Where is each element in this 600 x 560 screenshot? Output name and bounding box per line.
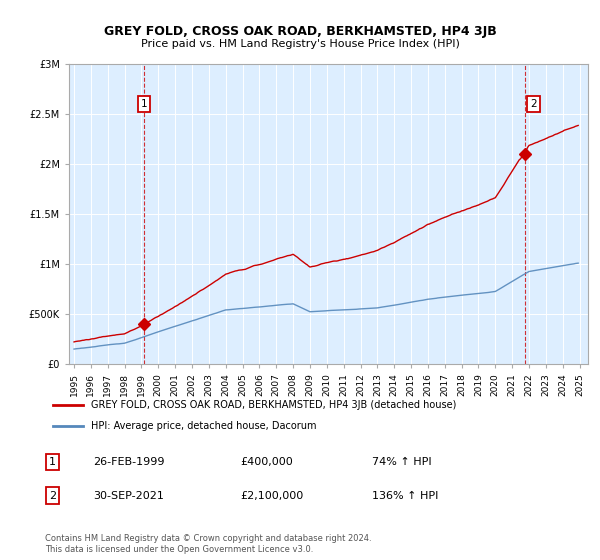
Text: GREY FOLD, CROSS OAK ROAD, BERKHAMSTED, HP4 3JB (detached house): GREY FOLD, CROSS OAK ROAD, BERKHAMSTED, … <box>91 400 457 410</box>
Text: 136% ↑ HPI: 136% ↑ HPI <box>372 491 439 501</box>
Text: 26-FEB-1999: 26-FEB-1999 <box>93 457 164 467</box>
Text: £400,000: £400,000 <box>240 457 293 467</box>
Text: Contains HM Land Registry data © Crown copyright and database right 2024.
This d: Contains HM Land Registry data © Crown c… <box>45 534 371 554</box>
Text: GREY FOLD, CROSS OAK ROAD, BERKHAMSTED, HP4 3JB: GREY FOLD, CROSS OAK ROAD, BERKHAMSTED, … <box>104 25 496 38</box>
Text: £2,100,000: £2,100,000 <box>240 491 303 501</box>
Text: 74% ↑ HPI: 74% ↑ HPI <box>372 457 431 467</box>
Text: 1: 1 <box>49 457 56 467</box>
Text: 2: 2 <box>49 491 56 501</box>
Text: 1: 1 <box>140 99 147 109</box>
Text: Price paid vs. HM Land Registry's House Price Index (HPI): Price paid vs. HM Land Registry's House … <box>140 39 460 49</box>
Text: 30-SEP-2021: 30-SEP-2021 <box>93 491 164 501</box>
Text: HPI: Average price, detached house, Dacorum: HPI: Average price, detached house, Daco… <box>91 421 317 431</box>
Text: 2: 2 <box>530 99 536 109</box>
